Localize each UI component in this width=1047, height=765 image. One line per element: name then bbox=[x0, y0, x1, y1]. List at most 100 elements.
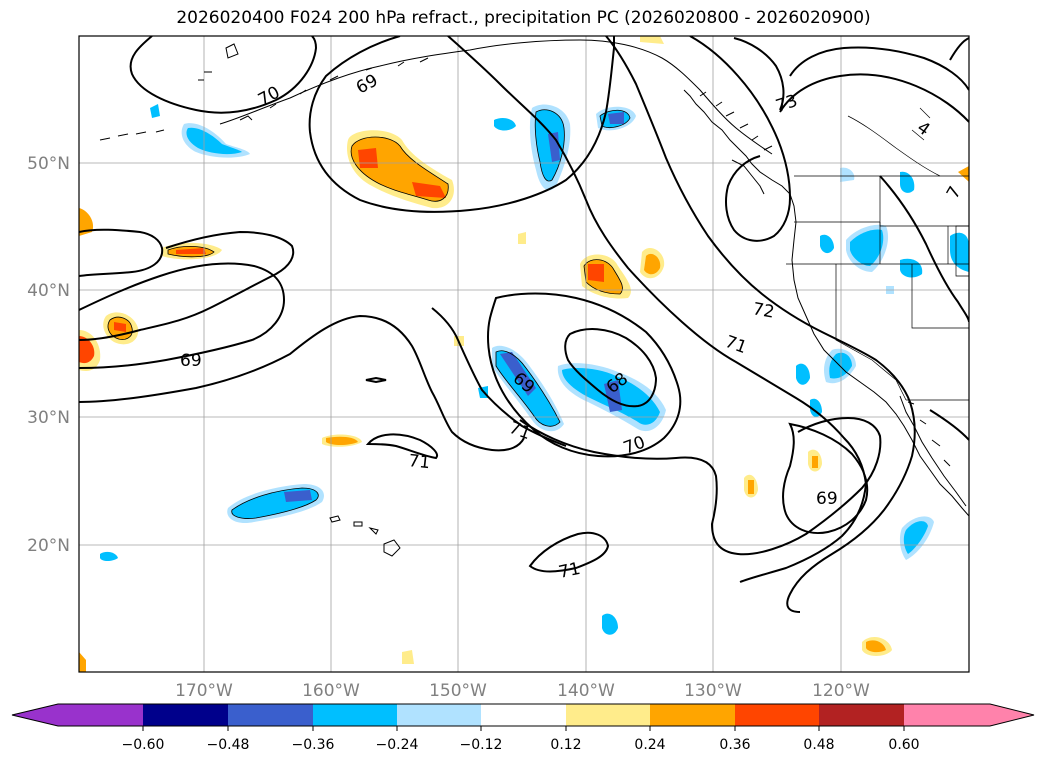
latitude-label: 20°N bbox=[27, 536, 70, 556]
contour-68-central bbox=[564, 328, 658, 408]
map-title: 2026020400 F024 200 hPa refract., precip… bbox=[176, 8, 871, 28]
cool-anomaly-us-e bbox=[900, 258, 923, 278]
colorbar-tick-label: −0.36 bbox=[292, 737, 335, 753]
cool-anomaly-165w-peak bbox=[284, 490, 312, 502]
colorbar-tick-label: 0.24 bbox=[634, 737, 665, 753]
colorbar-segment bbox=[397, 704, 481, 726]
longitude-label: 120°W bbox=[812, 681, 870, 701]
colorbar-tick-label: −0.48 bbox=[207, 737, 250, 753]
contour-west-lobe bbox=[79, 228, 164, 277]
latitude-label: 40°N bbox=[27, 281, 70, 301]
contour-71-central-west bbox=[79, 314, 525, 452]
contour-small-w bbox=[365, 376, 387, 384]
colorbar-tick-label: −0.60 bbox=[122, 737, 165, 753]
political-borders bbox=[786, 107, 969, 401]
colorbar-tick-label: −0.12 bbox=[460, 737, 503, 753]
longitude-label: 150°W bbox=[429, 681, 487, 701]
shading-outlines bbox=[107, 109, 631, 519]
cool-anomaly-us-nw bbox=[840, 167, 855, 182]
contour-72-east bbox=[605, 36, 916, 613]
longitude-label: 160°W bbox=[302, 681, 360, 701]
precipitation-shading bbox=[79, 36, 969, 672]
warm-anomaly-small4-core bbox=[812, 456, 818, 468]
colorbar-segment bbox=[228, 704, 313, 726]
longitude-axis: 170°W 160°W 150°W 140°W 130°W 120°W bbox=[175, 681, 870, 701]
longitude-label: 140°W bbox=[557, 681, 615, 701]
colorbar-segment bbox=[650, 704, 735, 726]
warm-anomaly-small1 bbox=[518, 232, 526, 244]
cool-anomaly-west-north-core bbox=[186, 127, 242, 155]
colorbar-tick-label: −0.24 bbox=[376, 737, 419, 753]
contour-71-south bbox=[528, 531, 610, 573]
cool-anomaly-us-w bbox=[820, 234, 834, 254]
colorbar-segment bbox=[566, 704, 650, 726]
cool-anomaly-tiny1 bbox=[150, 104, 160, 118]
colorbar-segment bbox=[481, 704, 566, 726]
cool-anomaly-central-east-peak bbox=[604, 380, 622, 412]
warm-anomaly-south-small bbox=[402, 650, 414, 664]
warm-anomaly-north-peak2 bbox=[412, 182, 446, 198]
contour-label: 71 bbox=[557, 559, 582, 583]
colorbar-tick-label: 0.60 bbox=[888, 737, 919, 753]
warm-anomaly-170w-peak bbox=[176, 248, 206, 254]
cool-anomaly-small-north bbox=[494, 118, 516, 131]
warm-anomaly-top bbox=[640, 36, 664, 44]
warm-anomaly-small3-core bbox=[748, 480, 754, 494]
colorbar-tick-label: 0.12 bbox=[550, 737, 581, 753]
contour-label: 71 bbox=[407, 451, 431, 473]
cool-anomaly-se-core bbox=[903, 521, 928, 554]
latitude-label: 50°N bbox=[27, 154, 70, 174]
colorbar-segment bbox=[313, 704, 397, 726]
pacific-northwest-coastline bbox=[683, 89, 969, 517]
map-plot-area: 70 69 73 4 7 72 71 69 68 69 71 70 71 69 … bbox=[79, 36, 969, 672]
coastlines bbox=[99, 39, 969, 557]
contour-label: 72 bbox=[751, 299, 776, 322]
contour-label: 69 bbox=[816, 489, 838, 509]
contour-71-east bbox=[447, 36, 868, 583]
contour-east-lower bbox=[782, 422, 869, 534]
colorbar-segment bbox=[904, 704, 1034, 726]
warm-anomaly-140w-peak bbox=[588, 264, 604, 282]
warm-anomaly-sw-corner bbox=[79, 652, 86, 672]
contour-70-central bbox=[519, 416, 882, 556]
longitude-label: 130°W bbox=[684, 681, 742, 701]
hawaii-islands bbox=[329, 515, 401, 557]
contour-71-central bbox=[431, 307, 567, 447]
colorbar-tick-label: 0.48 bbox=[803, 737, 834, 753]
colorbar: −0.60 −0.48 −0.36 −0.24 −0.12 0.12 0.24 … bbox=[11, 703, 1035, 753]
contour-69-north bbox=[308, 36, 616, 213]
colorbar-segment bbox=[143, 704, 228, 726]
cool-anomaly-sw-tiny bbox=[100, 551, 118, 561]
cool-anomaly-north-central-peak bbox=[548, 132, 560, 162]
contour-east-lobe bbox=[733, 37, 785, 111]
contour-69-west bbox=[79, 230, 295, 341]
warm-anomaly-west1 bbox=[79, 208, 94, 236]
contour-ne bbox=[789, 46, 969, 91]
latitude-label: 30°N bbox=[27, 408, 70, 428]
cool-anomaly-us-n bbox=[900, 171, 915, 193]
warm-anomaly-ne-edge bbox=[958, 166, 969, 182]
refractivity-contours bbox=[79, 36, 969, 613]
warm-anomaly-se-core bbox=[866, 640, 886, 653]
contour-73-east bbox=[689, 36, 792, 242]
colorbar-segment bbox=[819, 704, 904, 726]
warm-anomaly-west2-core bbox=[79, 336, 95, 364]
cool-anomaly-central-peak bbox=[500, 352, 536, 396]
warm-anomaly-135w-core bbox=[644, 253, 661, 275]
contour-71-hawaii bbox=[365, 433, 438, 460]
warm-anomaly-north-peak1 bbox=[358, 148, 378, 168]
colorbar-outline bbox=[11, 703, 1035, 727]
warm-anomaly-160w-south-core bbox=[326, 436, 358, 445]
cool-anomaly-coast3 bbox=[810, 398, 822, 418]
alaska-coastline bbox=[219, 39, 773, 155]
colorbar-tick-label: 0.36 bbox=[719, 737, 750, 753]
contour-69-central bbox=[487, 292, 682, 458]
cool-anomaly-coast2 bbox=[796, 363, 810, 385]
contour-east-edge bbox=[879, 175, 969, 323]
cool-anomaly-145w-peak bbox=[608, 112, 624, 124]
contour-69-west-full bbox=[79, 262, 286, 369]
cool-anomaly-south bbox=[602, 613, 618, 635]
baja-california-coastline bbox=[899, 395, 967, 507]
contour-ne-inner bbox=[779, 73, 969, 123]
